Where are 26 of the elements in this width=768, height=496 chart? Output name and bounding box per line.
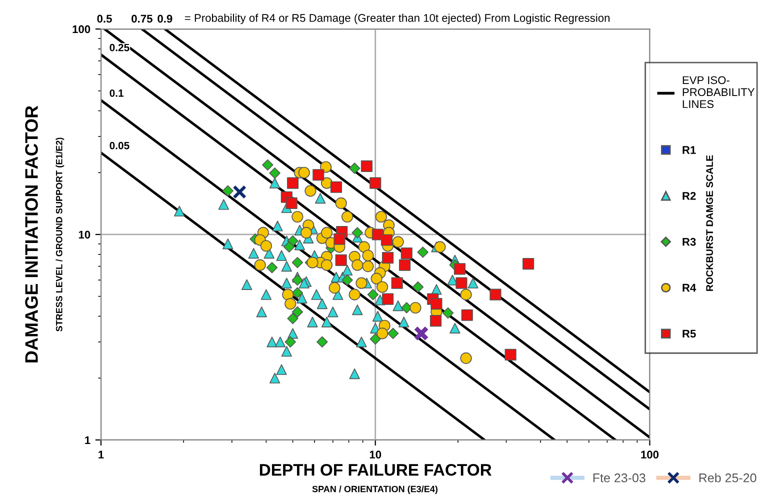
legend-label: Fte 23-03 <box>593 473 646 482</box>
y-axis-title: DAMAGE INITIATION FACTOR <box>25 106 38 362</box>
series-label: 0.05 <box>110 142 130 150</box>
y-tick-label: 1 <box>85 436 90 444</box>
x-tick-label: 100 <box>641 450 659 459</box>
series-label: 0.1 <box>110 89 124 97</box>
x-tick-label: 10 <box>370 450 382 459</box>
series-label: 0.25 <box>110 44 130 52</box>
text: SPAN / ORIENTATION (E3/E4) <box>312 486 438 494</box>
legend-label: Reb 25-20 <box>699 473 756 482</box>
legend-title: ROCKBURST DAMGE SCALE <box>706 155 714 291</box>
legend-label: R5 <box>682 330 696 338</box>
legend-label: R3 <box>682 238 696 246</box>
x-axis-title: DEPTH OF FAILURE FACTOR <box>260 464 492 476</box>
legend-label: R2 <box>682 192 696 200</box>
series-label: 0.75 <box>132 14 152 23</box>
text: STRESS LEVEL / GROUND SUPPORT (E1/E2) <box>56 138 64 332</box>
y-tick-label: 100 <box>72 25 90 34</box>
series-label: 0.5 <box>97 14 112 23</box>
chart-title: = Probability of R4 or R5 Damage (Greater than 10t ejected) From Logistic Regression <box>184 14 610 24</box>
x-tick-label: 1 <box>98 450 104 458</box>
y-tick-label: 10 <box>78 230 90 239</box>
series-label: 0.9 <box>158 14 172 23</box>
legend-label: R1 <box>682 146 696 154</box>
legend-label: R4 <box>682 284 696 292</box>
text: EVP ISO-PROBABILITY LINES <box>682 76 755 108</box>
